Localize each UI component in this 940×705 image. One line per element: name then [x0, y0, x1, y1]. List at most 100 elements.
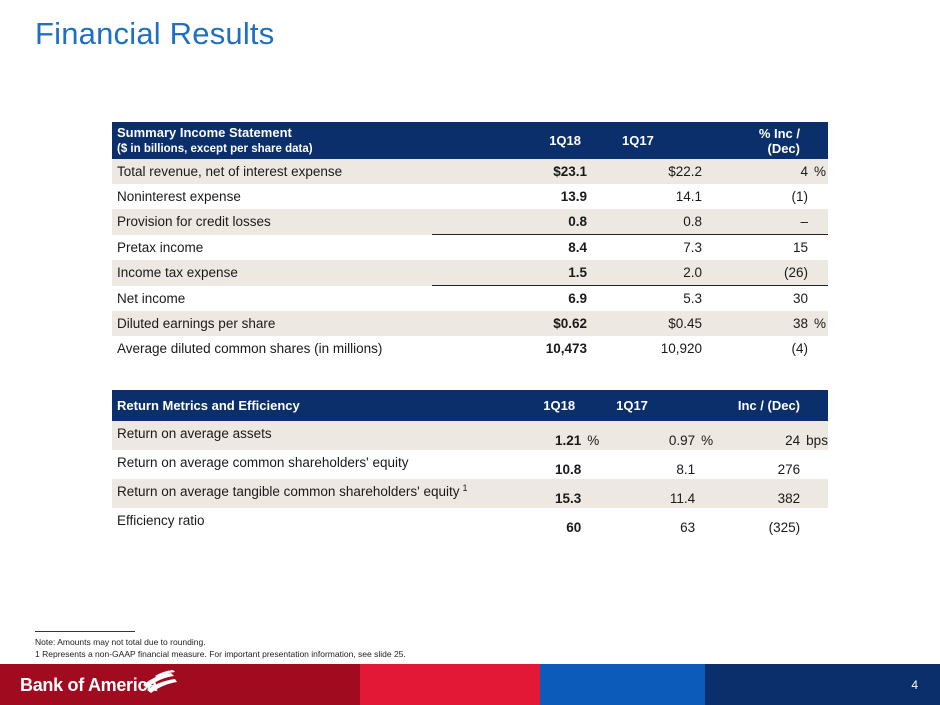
income-header-subtitle: ($ in billions, except per share data): [117, 142, 313, 155]
row-label: Efficiency ratio: [112, 508, 497, 537]
unit-1q17: [695, 508, 725, 537]
table-row: Return on average tangible common shareh…: [112, 479, 828, 508]
value-1q17: 63: [680, 520, 696, 535]
footer-segment-blue: [540, 664, 705, 705]
value-change: 276: [777, 462, 801, 477]
value-change: 24: [724, 421, 801, 450]
unit-1q18: [581, 508, 611, 537]
value-1q17: 5.3: [617, 285, 702, 311]
row-label: Noninterest expense: [117, 189, 241, 204]
value-unit: [808, 260, 828, 286]
flag-logo-icon: [143, 670, 177, 693]
value-change: (325): [768, 520, 801, 535]
value-1q17: 10,920: [660, 341, 702, 356]
page-title: Financial Results: [35, 16, 275, 51]
value-1q18: $23.1: [432, 159, 587, 184]
row-label: Net income: [117, 290, 186, 306]
row-label-text: Efficiency ratio: [117, 513, 205, 528]
unit-1q17: [695, 450, 725, 479]
income-col-1q18: 1Q18: [549, 133, 581, 148]
unit-change: [800, 450, 828, 479]
value-1q17: 7.3: [617, 234, 702, 260]
return-col-1q18: 1Q18: [543, 398, 576, 413]
unit-1q17: [695, 479, 725, 508]
value-1q17: 0.97: [611, 421, 696, 450]
value-change: (4): [791, 341, 809, 356]
table-row: Total revenue, net of interest expense $…: [112, 159, 828, 184]
unit-1q17: %: [695, 421, 725, 450]
table-row: Net income 6.9 5.3 30: [112, 285, 828, 311]
unit-change: [800, 479, 828, 508]
value-1q18: 10.8: [554, 462, 582, 477]
value-1q17: 0.8: [617, 209, 702, 235]
footer-segment-dark-red: [0, 664, 360, 705]
value-1q17: 11.4: [611, 479, 696, 508]
row-label: Return on average common shareholders' e…: [112, 450, 497, 479]
value-1q18: 10,473: [545, 341, 587, 356]
table-row: Noninterest expense 13.9 14.1 (1): [112, 184, 828, 209]
footnote-divider: [35, 631, 135, 632]
row-label-text: Return on average tangible common shareh…: [117, 484, 460, 499]
table-row: Provision for credit losses 0.8 0.8 –: [112, 209, 828, 235]
row-label: Pretax income: [117, 239, 204, 255]
unit-change: [800, 508, 828, 537]
value-1q18: 1.21: [496, 421, 582, 450]
table-row: Diluted earnings per share $0.62 $0.45 3…: [112, 311, 828, 336]
value-1q18: 0.8: [432, 209, 587, 235]
row-label: Diluted earnings per share: [112, 311, 432, 336]
row-label: Return on average assets: [112, 421, 497, 450]
value-change: 4: [732, 159, 808, 184]
value-unit: %: [808, 311, 828, 336]
row-label-text: Return on average common shareholders' e…: [117, 455, 409, 470]
value-change: (1): [791, 189, 809, 204]
footnote-marker: 1: [462, 483, 468, 493]
income-statement-header: Summary Income Statement ($ in billions,…: [112, 122, 828, 159]
row-label: Provision for credit losses: [112, 209, 432, 235]
row-label: Return on average tangible common shareh…: [112, 479, 497, 508]
row-label-text: Return on average assets: [117, 426, 272, 441]
footnote-number: 1: [35, 649, 40, 659]
return-col-1q17: 1Q17: [616, 398, 648, 413]
return-col-change: Inc / (Dec): [737, 398, 800, 413]
page-number: 4: [911, 678, 918, 692]
value-1q18: 60: [566, 520, 582, 535]
table-row: Pretax income 8.4 7.3 15: [112, 234, 828, 260]
income-header-label-cell: Summary Income Statement ($ in billions,…: [112, 122, 432, 159]
value-unit: [808, 336, 828, 361]
income-col-1q17: 1Q17: [622, 133, 654, 148]
value-change: 382: [724, 479, 801, 508]
unit-1q18: [581, 479, 612, 508]
value-unit: %: [808, 159, 828, 184]
value-1q17: 14.1: [675, 189, 702, 204]
table-row: Income tax expense 1.5 2.0 (26): [112, 260, 828, 286]
row-label: Income tax expense: [112, 260, 432, 286]
value-1q17: 8.1: [676, 462, 696, 477]
value-unit: [808, 209, 828, 235]
income-statement-table: Summary Income Statement ($ in billions,…: [112, 122, 828, 361]
value-unit: [808, 285, 828, 311]
value-1q17: $22.2: [617, 159, 702, 184]
return-metrics-table: Return Metrics and Efficiency 1Q18 1Q17 …: [112, 390, 828, 537]
value-unit: [808, 184, 828, 209]
row-label: Average diluted common shares (in millio…: [117, 341, 383, 356]
table-row: Return on average common shareholders' e…: [112, 450, 828, 479]
value-change: 38: [732, 311, 808, 336]
unit-change: bps: [800, 421, 828, 450]
footnote-non-gaap: 1 Represents a non-GAAP financial measur…: [35, 648, 406, 660]
value-1q18: 1.5: [432, 260, 587, 286]
footer-bar: Bank of America 4: [0, 664, 940, 705]
return-metrics-header: Return Metrics and Efficiency 1Q18 1Q17 …: [112, 390, 828, 421]
value-1q17: 2.0: [617, 260, 702, 286]
value-1q18: 8.4: [432, 234, 587, 260]
footnote-non-gaap-text: Represents a non-GAAP financial measure.…: [42, 649, 406, 659]
value-unit: [808, 234, 828, 260]
income-header-title: Summary Income Statement: [117, 124, 292, 140]
value-change: 15: [732, 234, 808, 260]
bank-of-america-logo: Bank of America: [20, 675, 157, 695]
value-change: 30: [732, 285, 808, 311]
row-label: Total revenue, net of interest expense: [112, 159, 432, 184]
value-1q18: 15.3: [496, 479, 582, 508]
value-1q18: 6.9: [432, 285, 587, 311]
value-1q17: $0.45: [617, 311, 702, 336]
table-row: Average diluted common shares (in millio…: [112, 336, 828, 361]
